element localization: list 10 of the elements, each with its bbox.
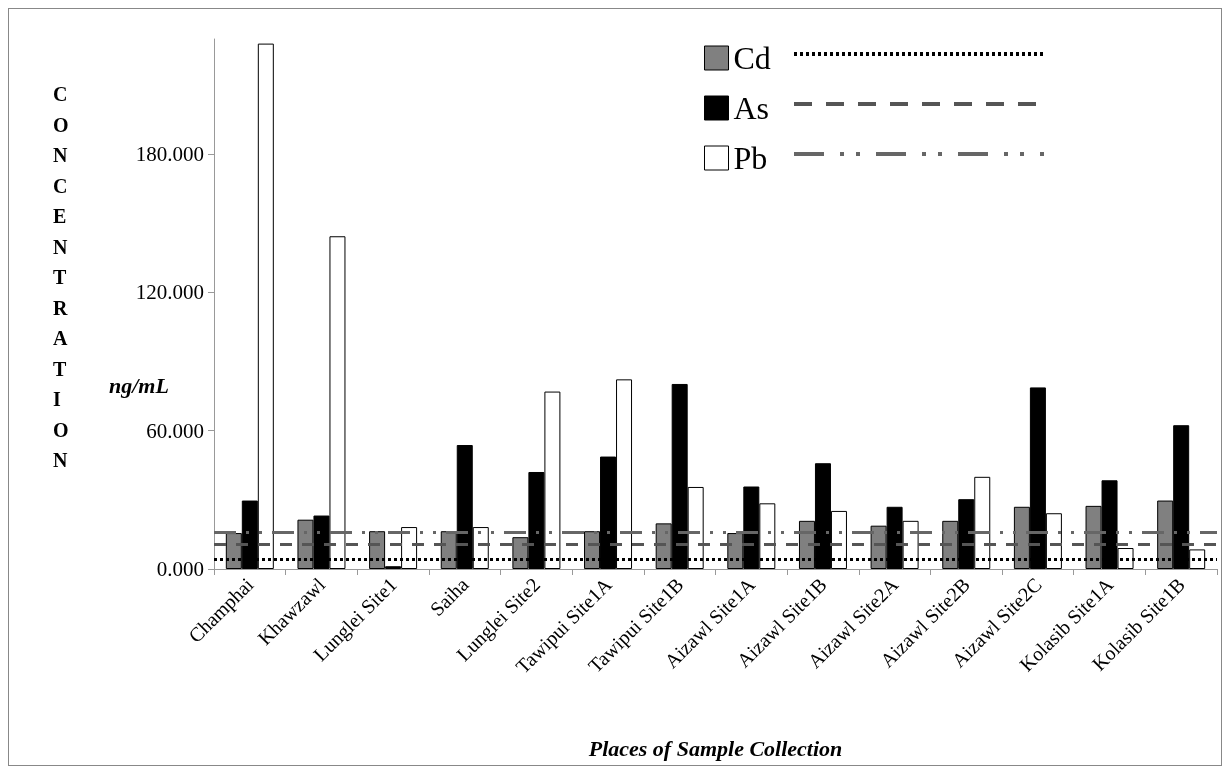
text: CONCENTRATION bbox=[53, 83, 69, 472]
y-tick-label: 0.000 bbox=[156, 557, 204, 581]
x-axis-title: Places of Sample Collection bbox=[587, 735, 843, 761]
text: ng/mL bbox=[109, 372, 169, 398]
legend-label: As bbox=[733, 90, 770, 126]
y-tick-label: 120.000 bbox=[135, 280, 204, 305]
legend-label: Pb bbox=[733, 140, 768, 176]
y-tick-label: 60.000 bbox=[146, 418, 204, 443]
y-tick-label: 180.000 bbox=[135, 142, 204, 167]
legend-label: Cd bbox=[733, 40, 771, 76]
